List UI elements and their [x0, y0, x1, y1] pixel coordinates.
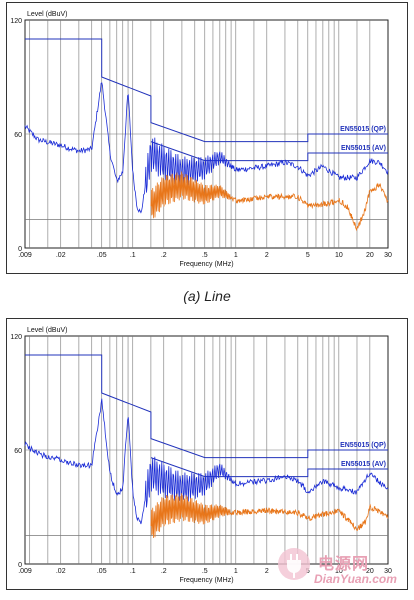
plug-logo-icon	[278, 548, 310, 580]
y-tick-label: 120	[10, 18, 22, 25]
x-tick-label: 20	[366, 568, 374, 575]
x-axis-label: Frequency (MHz)	[179, 577, 233, 584]
y-tick-label: 60	[14, 448, 22, 455]
y-tick-label: 120	[10, 334, 22, 341]
x-tick-label: 10	[335, 568, 343, 575]
limit-line	[150, 457, 388, 478]
average-trace	[150, 171, 389, 232]
y-axis-label: Level (dBuV)	[27, 327, 67, 334]
chart-neutral-panel: Level (dBuV)120600.009.02.05.1.2.5125102…	[6, 318, 408, 590]
x-tick-label: .5	[202, 568, 208, 575]
watermark: 电源网 DianYuan.com	[268, 540, 410, 596]
limit-line	[150, 141, 388, 162]
x-tick-label: .1	[130, 252, 136, 259]
limit-label: EN55015 (AV)	[341, 461, 386, 468]
x-tick-label: .2	[161, 568, 167, 575]
x-tick-label: 1	[234, 252, 238, 259]
y-tick-label: 0	[18, 246, 22, 253]
x-tick-label: 30	[384, 252, 392, 259]
watermark-site: DianYuan.com	[314, 572, 397, 586]
figure-caption: (a) Line	[183, 288, 231, 304]
x-tick-label: 20	[366, 252, 374, 259]
x-tick-label: 10	[335, 252, 343, 259]
chart-svg: Level (dBuV) 120 60 0.009 .02 .05 .1 .2 .5 1 2 5 10 2…	[10, 11, 392, 268]
quasi-peak-trace	[24, 82, 389, 214]
x-tick-label: .009	[18, 252, 32, 259]
x-tick-label: .05	[97, 252, 107, 259]
limit-line	[25, 354, 388, 459]
limit-label: EN55015 (QP)	[340, 126, 386, 133]
quasi-peak-trace	[24, 398, 389, 525]
limit-line	[25, 38, 388, 143]
x-tick-label: 30	[384, 568, 392, 575]
x-tick-label: 2	[265, 252, 269, 259]
x-tick-label: .02	[56, 252, 66, 259]
x-tick-label: .5	[202, 252, 208, 259]
limit-label: EN55015 (QP)	[340, 442, 386, 449]
x-axis-label: Frequency (MHz)	[179, 261, 233, 268]
y-axis-label: Level (dBuV)	[27, 11, 67, 18]
limit-label: EN55015 (AV)	[341, 145, 386, 152]
x-tick-label: .02	[56, 568, 66, 575]
x-tick-label: .2	[161, 252, 167, 259]
x-tick-label: .1	[130, 568, 136, 575]
x-tick-label: 2	[265, 568, 269, 575]
x-tick-label: .05	[97, 568, 107, 575]
y-tick-label: 60	[14, 132, 22, 139]
x-tick-label: 5	[306, 252, 310, 259]
y-tick-label: 0	[18, 562, 22, 569]
average-trace	[150, 493, 389, 539]
watermark-chinese: 电源网	[318, 556, 370, 573]
chart-line-panel: Level (dBuV) 120 60 0.009 .02 .05 .1 .2 .5 1 2 5 10 2…	[6, 2, 408, 274]
x-tick-label: .009	[18, 568, 32, 575]
x-tick-label: 1	[234, 568, 238, 575]
